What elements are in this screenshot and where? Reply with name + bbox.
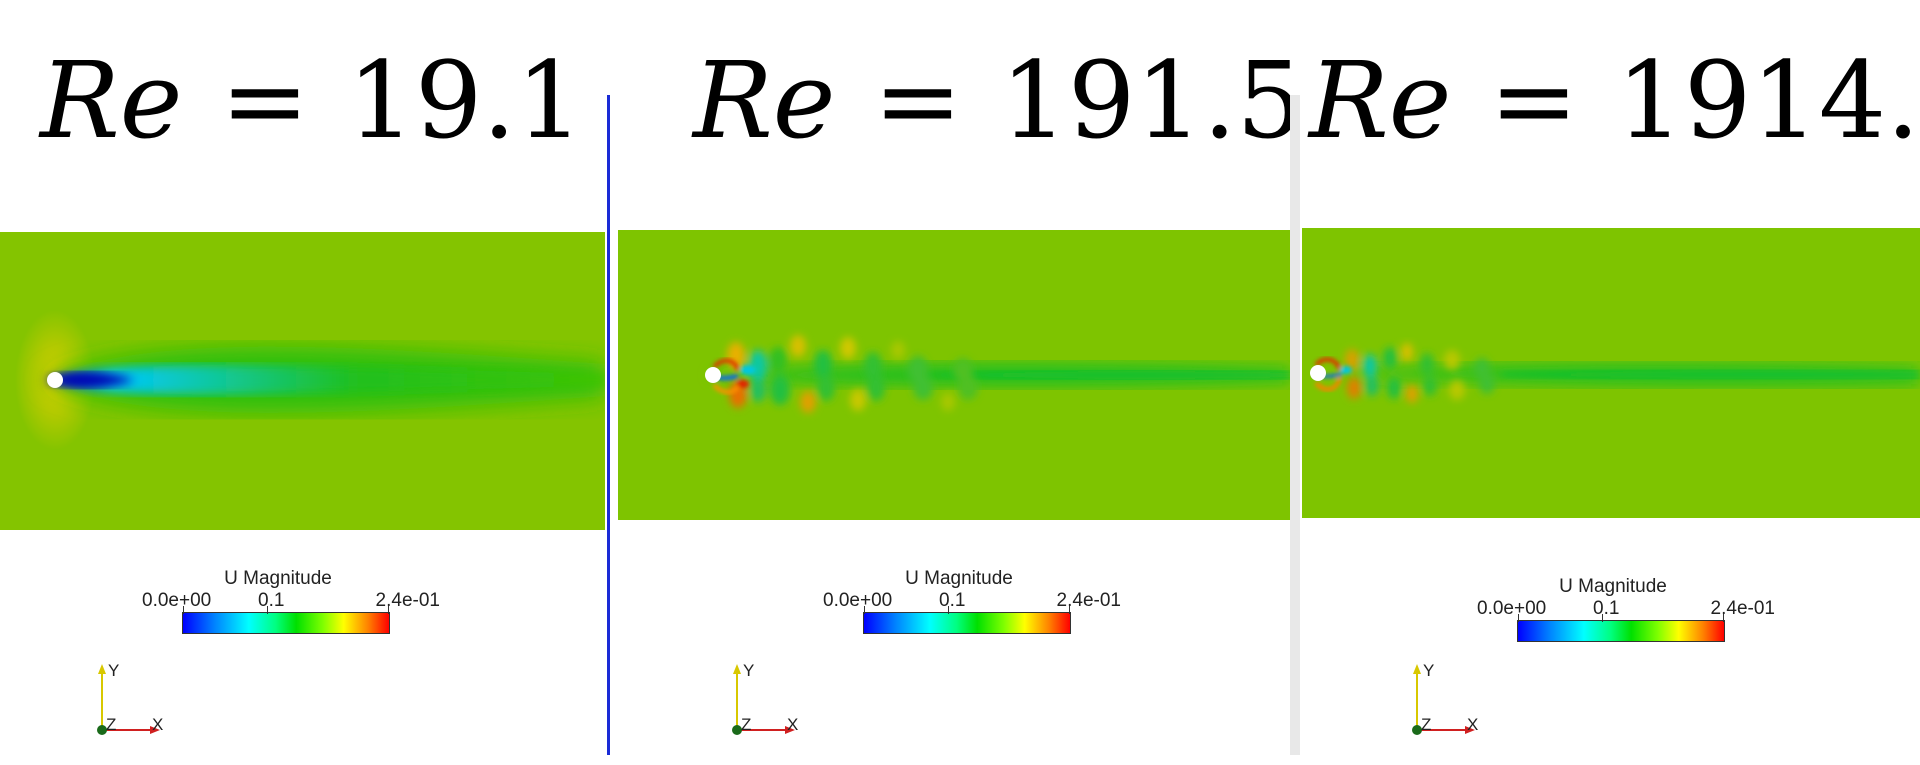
colorbar-max-label: 2.4e-01: [1056, 590, 1121, 611]
panel-divider: [1290, 95, 1300, 755]
title-value: 1914.6: [1616, 39, 1920, 162]
orientation-axes: Y Z X: [1405, 662, 1505, 752]
panel-title: Re = 19.1: [40, 48, 605, 154]
cylinder-obstacle: [47, 372, 63, 388]
colorbar-gradient: [182, 606, 390, 634]
title-eq: =: [1489, 39, 1579, 162]
axis-z-label: Z: [106, 715, 116, 734]
colorbar-mid-label: 0.1: [258, 590, 285, 611]
axis-y-label: Y: [1423, 662, 1434, 680]
colorbar-title: U Magnitude: [224, 568, 332, 589]
colorbar-min-label: 0.0e+00: [823, 590, 893, 611]
colorbar-gradient: [863, 606, 1071, 634]
axis-x-label: X: [152, 715, 163, 734]
colorbar-legend: U Magnitude 0.0e+00 0.1 2.4e-01: [1477, 576, 1775, 642]
velocity-field: [1302, 228, 1920, 518]
axis-z-label: Z: [1421, 715, 1431, 734]
axis-x-label: X: [1467, 715, 1478, 734]
orientation-axes: Y Z X: [90, 662, 190, 752]
panel-divider: [607, 95, 610, 755]
colorbar-title: U Magnitude: [905, 568, 1013, 589]
colorbar-title: U Magnitude: [1559, 576, 1667, 597]
velocity-field: [618, 230, 1291, 520]
colorbar-min-label: 0.0e+00: [1477, 598, 1547, 619]
colorbar-gradient: [1517, 614, 1725, 642]
axis-x-label: X: [787, 715, 798, 734]
title-lhs: Re: [1309, 39, 1452, 162]
panel-title: Re=1914.6: [1309, 48, 1920, 154]
title-eq: =: [220, 39, 310, 162]
panel-re-191: Re = 191.5: [613, 0, 1304, 765]
title-eq: =: [873, 39, 963, 162]
orientation-axes: Y Z X: [725, 662, 825, 752]
axis-y-label: Y: [743, 662, 754, 680]
panel-re-1914: Re = 1914.6: [1297, 0, 1920, 765]
colorbar-mid-label: 0.1: [1593, 598, 1620, 619]
colorbar-mid-label: 0.1: [939, 590, 966, 611]
axis-z-label: Z: [741, 715, 751, 734]
colorbar-max-label: 2.4e-01: [375, 590, 440, 611]
title-lhs: Re: [40, 39, 183, 162]
velocity-field: [0, 232, 605, 530]
panel-title: Re = 191.5: [693, 48, 1304, 154]
axis-y-label: Y: [108, 662, 119, 680]
colorbar-max-label: 2.4e-01: [1710, 598, 1775, 619]
colorbar-min-label: 0.0e+00: [142, 590, 212, 611]
cylinder-obstacle: [1310, 365, 1326, 381]
title-lhs: Re: [693, 39, 836, 162]
title-value: 19.1: [347, 39, 584, 162]
cylinder-obstacle: [705, 367, 721, 383]
colorbar-legend: U Magnitude 0.0e+00 0.1 2.4e-01: [142, 568, 440, 634]
panel-re-19: Re = 19.1: [0, 0, 605, 765]
title-value: 191.5: [1000, 39, 1304, 162]
colorbar-legend: U Magnitude 0.0e+00 0.1 2.4e-01: [823, 568, 1121, 634]
